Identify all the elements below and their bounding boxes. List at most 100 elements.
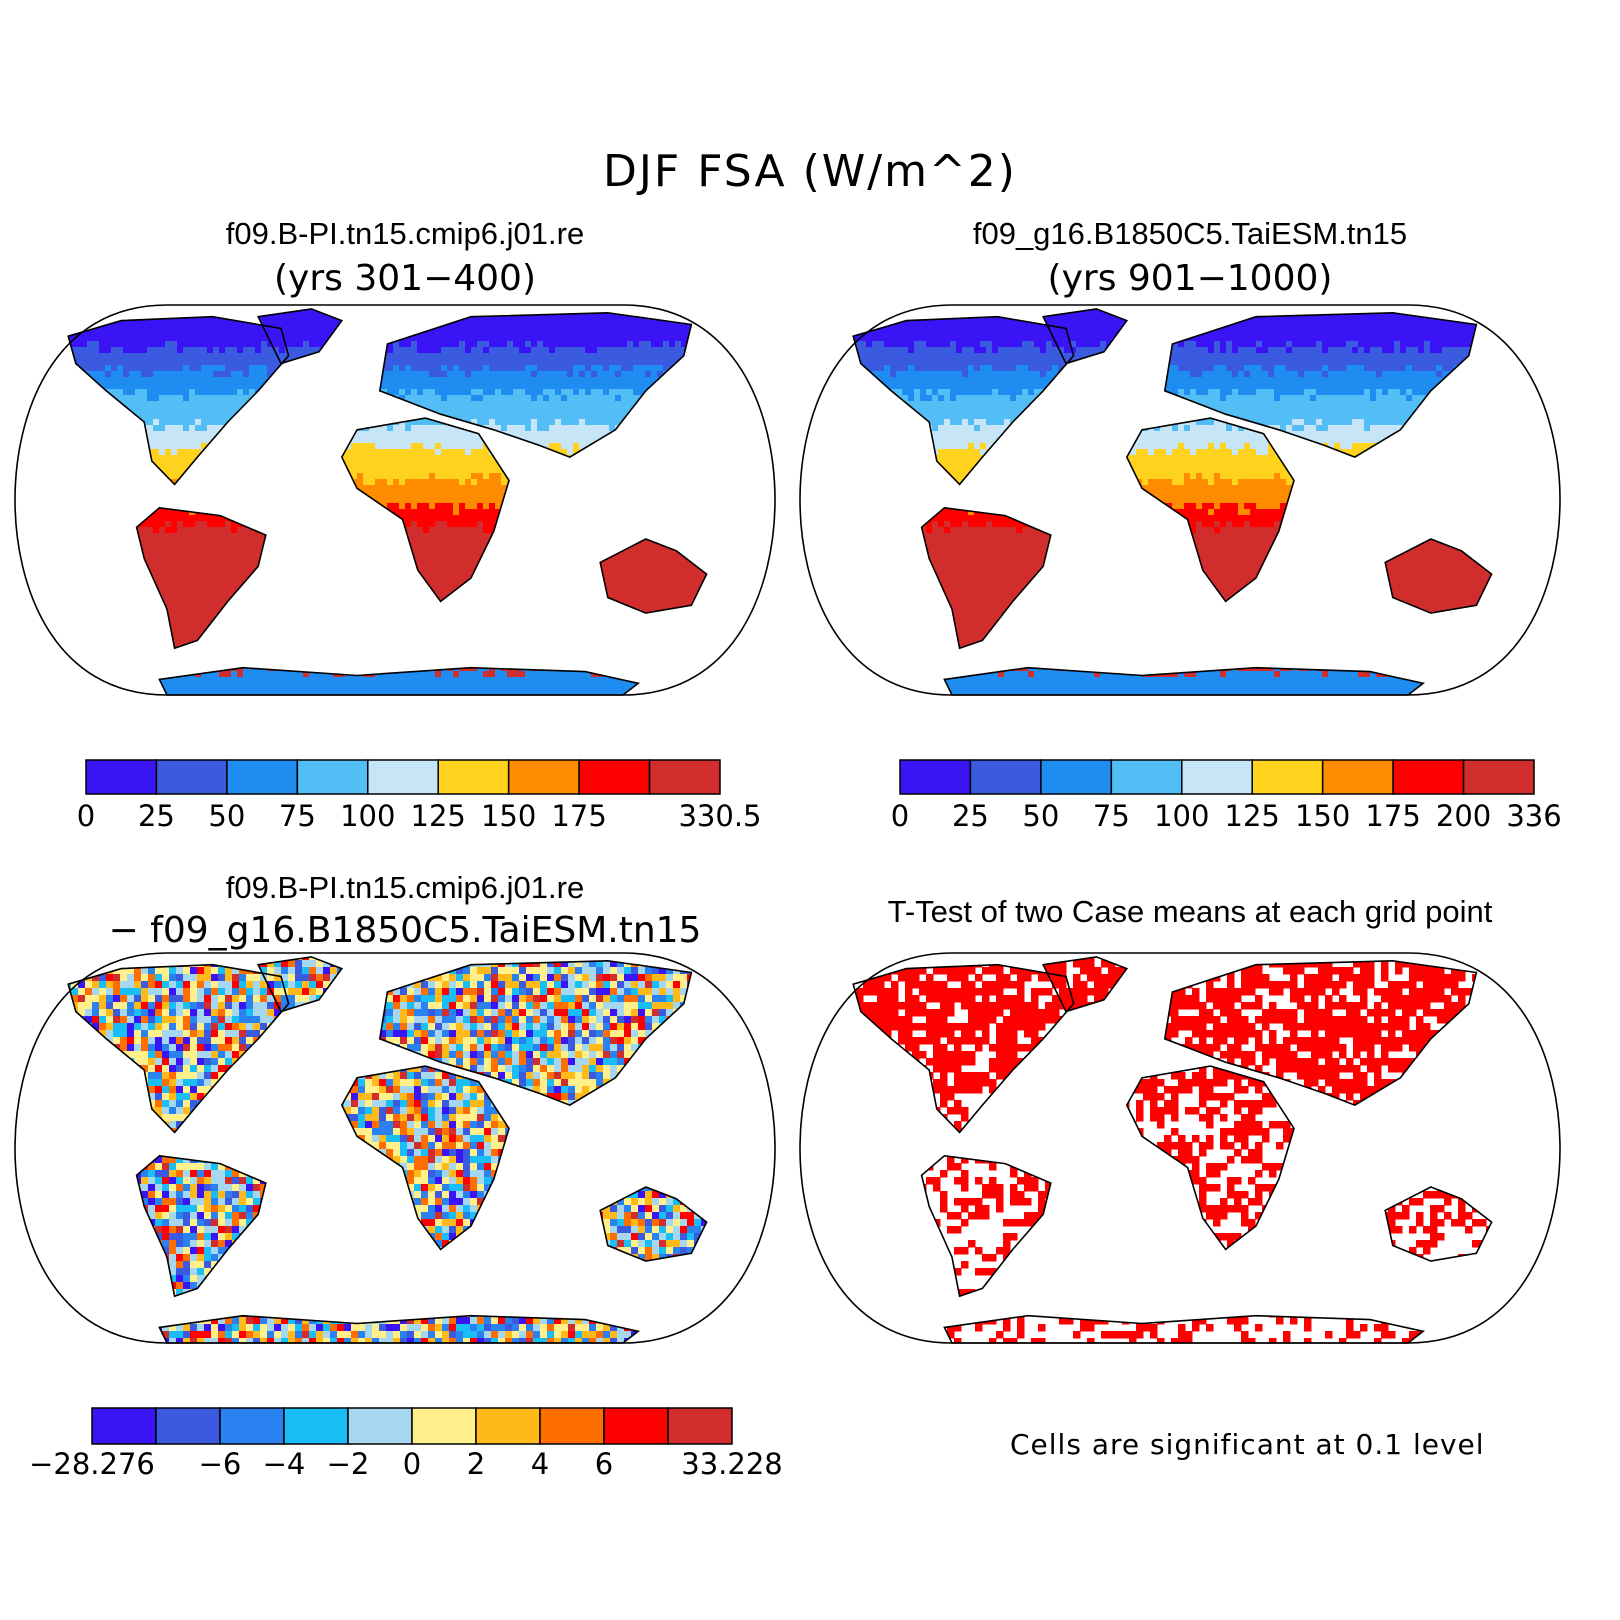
figure-title: DJF FSA (W/m^2)	[0, 146, 1620, 197]
colorbar-tick-label: 25	[138, 799, 175, 833]
map-ttest	[799, 952, 1561, 1344]
colorbar-tick-label: 125	[411, 799, 466, 833]
coastline-africa	[340, 417, 510, 603]
colorbar-tick-label: 75	[1093, 799, 1130, 833]
colorbar-swatch	[1392, 759, 1465, 795]
colorbar-swatch	[1251, 759, 1324, 795]
significance-note: Cells are significant at 0.1 level	[1010, 1428, 1485, 1461]
colorbar-tick-label: 200	[1436, 799, 1491, 833]
map-fill-ttest	[853, 956, 1492, 1343]
coastline-samerica	[920, 506, 1052, 650]
colorbar-tick-label: 336	[1506, 799, 1561, 833]
coastline-australia	[599, 538, 708, 614]
panel-case1-title: f09.B-PI.tn15.cmip6.j01.re	[30, 216, 780, 252]
map-fill-case1	[68, 308, 707, 695]
panel-ttest-title: T-Test of two Case means at each grid po…	[810, 894, 1570, 930]
colorbar-swatch	[1462, 759, 1535, 795]
colorbar-tick-label: 125	[1225, 799, 1280, 833]
colorbar-swatch	[155, 759, 228, 795]
colorbar-swatch	[283, 1407, 349, 1445]
coastline-africa	[1125, 417, 1295, 603]
panel-case1-subtitle: (yrs 301−400)	[30, 258, 780, 299]
panel-case2-subtitle: (yrs 901−1000)	[810, 258, 1570, 299]
colorbar-tick-label: 2	[467, 1447, 485, 1481]
coastline-greenland	[257, 308, 344, 365]
coastline-namerica	[67, 315, 290, 486]
colorbar-swatch	[667, 1407, 733, 1445]
colorbar-swatch	[578, 759, 651, 795]
coastline-eurasia	[378, 311, 693, 458]
coastline-samerica	[135, 1154, 267, 1298]
map-fill-case2	[853, 308, 1492, 695]
colorbar-swatch	[85, 759, 158, 795]
colorbar-case2: 0 25 50 75 100 125 150 175 200 336	[891, 759, 1562, 833]
coastline-samerica	[135, 506, 267, 650]
colorbar-swatch	[155, 1407, 221, 1445]
colorbar-swatch	[475, 1407, 541, 1445]
colorbar-swatch	[1181, 759, 1253, 795]
colorbar-swatch	[507, 759, 580, 795]
map-fill-diff	[68, 956, 707, 1343]
coastline-greenland	[257, 956, 344, 1013]
colorbar-tick-label: 33.228	[681, 1447, 782, 1481]
colorbar-tick-label: 50	[208, 799, 245, 833]
coastline-africa	[1125, 1065, 1295, 1251]
coastline-namerica	[67, 963, 290, 1134]
colorbar-swatch	[648, 759, 721, 795]
colorbar-tick-label: 0	[77, 799, 95, 833]
panel-diff-title: f09.B-PI.tn15.cmip6.j01.re	[30, 870, 780, 906]
colorbar-tick-label: −2	[327, 1447, 370, 1481]
colorbar-tick-label: 25	[952, 799, 989, 833]
colorbar-swatch	[969, 759, 1042, 795]
colorbar-swatch	[539, 1407, 605, 1445]
colorbar-tick-label: −28.276	[29, 1447, 155, 1481]
panel-diff-subtitle: − f09_g16.B1850C5.TaiESM.tn15	[30, 910, 780, 951]
coastline-australia	[1384, 538, 1493, 614]
colorbar-diff: −28.276 −6 −4 −2 0 2 4 6 33.228	[29, 1407, 783, 1481]
coastline-namerica	[852, 315, 1075, 486]
colorbar-tick-label: 50	[1022, 799, 1059, 833]
coastline-samerica	[920, 1154, 1052, 1298]
map-frame-case1	[14, 304, 776, 696]
colorbar-swatch	[603, 1407, 669, 1445]
coastline-australia	[599, 1186, 708, 1262]
coastline-eurasia	[1163, 311, 1478, 458]
colorbar-case1: 0 25 50 75 100 125 150 175 330.5	[77, 759, 762, 833]
panel-case2-title: f09_g16.B1850C5.TaiESM.tn15	[810, 216, 1570, 252]
colorbar-swatch	[1321, 759, 1394, 795]
colorbar-tick-label: 75	[279, 799, 316, 833]
colorbar-swatch	[1040, 759, 1113, 795]
colorbar-swatch	[219, 1407, 285, 1445]
colorbar-swatch	[1110, 759, 1183, 795]
colorbar-tick-label: 175	[1365, 799, 1420, 833]
colorbar-tick-label: −4	[263, 1447, 306, 1481]
map-frame-ttest	[799, 952, 1561, 1344]
colorbar-swatch	[367, 759, 439, 795]
colorbar-swatch	[296, 759, 369, 795]
colorbar-tick-label: 0	[891, 799, 909, 833]
colorbar-swatch	[91, 1407, 157, 1445]
colorbar-tick-label: 150	[481, 799, 536, 833]
coastline-greenland	[1042, 308, 1129, 365]
colorbar-swatch	[899, 759, 972, 795]
map-case1	[14, 304, 776, 696]
map-diff	[14, 952, 776, 1344]
coastline-eurasia	[378, 959, 693, 1106]
colorbar-swatch	[226, 759, 299, 795]
colorbar-swatch	[411, 1407, 477, 1445]
colorbar-tick-label: 150	[1295, 799, 1350, 833]
colorbar-tick-label: 100	[1154, 799, 1209, 833]
coastline-africa	[340, 1065, 510, 1251]
colorbar-swatch	[347, 1407, 413, 1445]
colorbar-tick-label: 175	[551, 799, 606, 833]
colorbar-swatch	[437, 759, 510, 795]
colorbar-tick-label: 330.5	[678, 799, 761, 833]
coastline-namerica	[852, 963, 1075, 1134]
colorbar-tick-label: 0	[403, 1447, 421, 1481]
coastline-greenland	[1042, 956, 1129, 1013]
colorbar-tick-label: 6	[595, 1447, 613, 1481]
map-frame-diff	[14, 952, 776, 1344]
coastline-eurasia	[1163, 959, 1478, 1106]
map-frame-case2	[799, 304, 1561, 696]
